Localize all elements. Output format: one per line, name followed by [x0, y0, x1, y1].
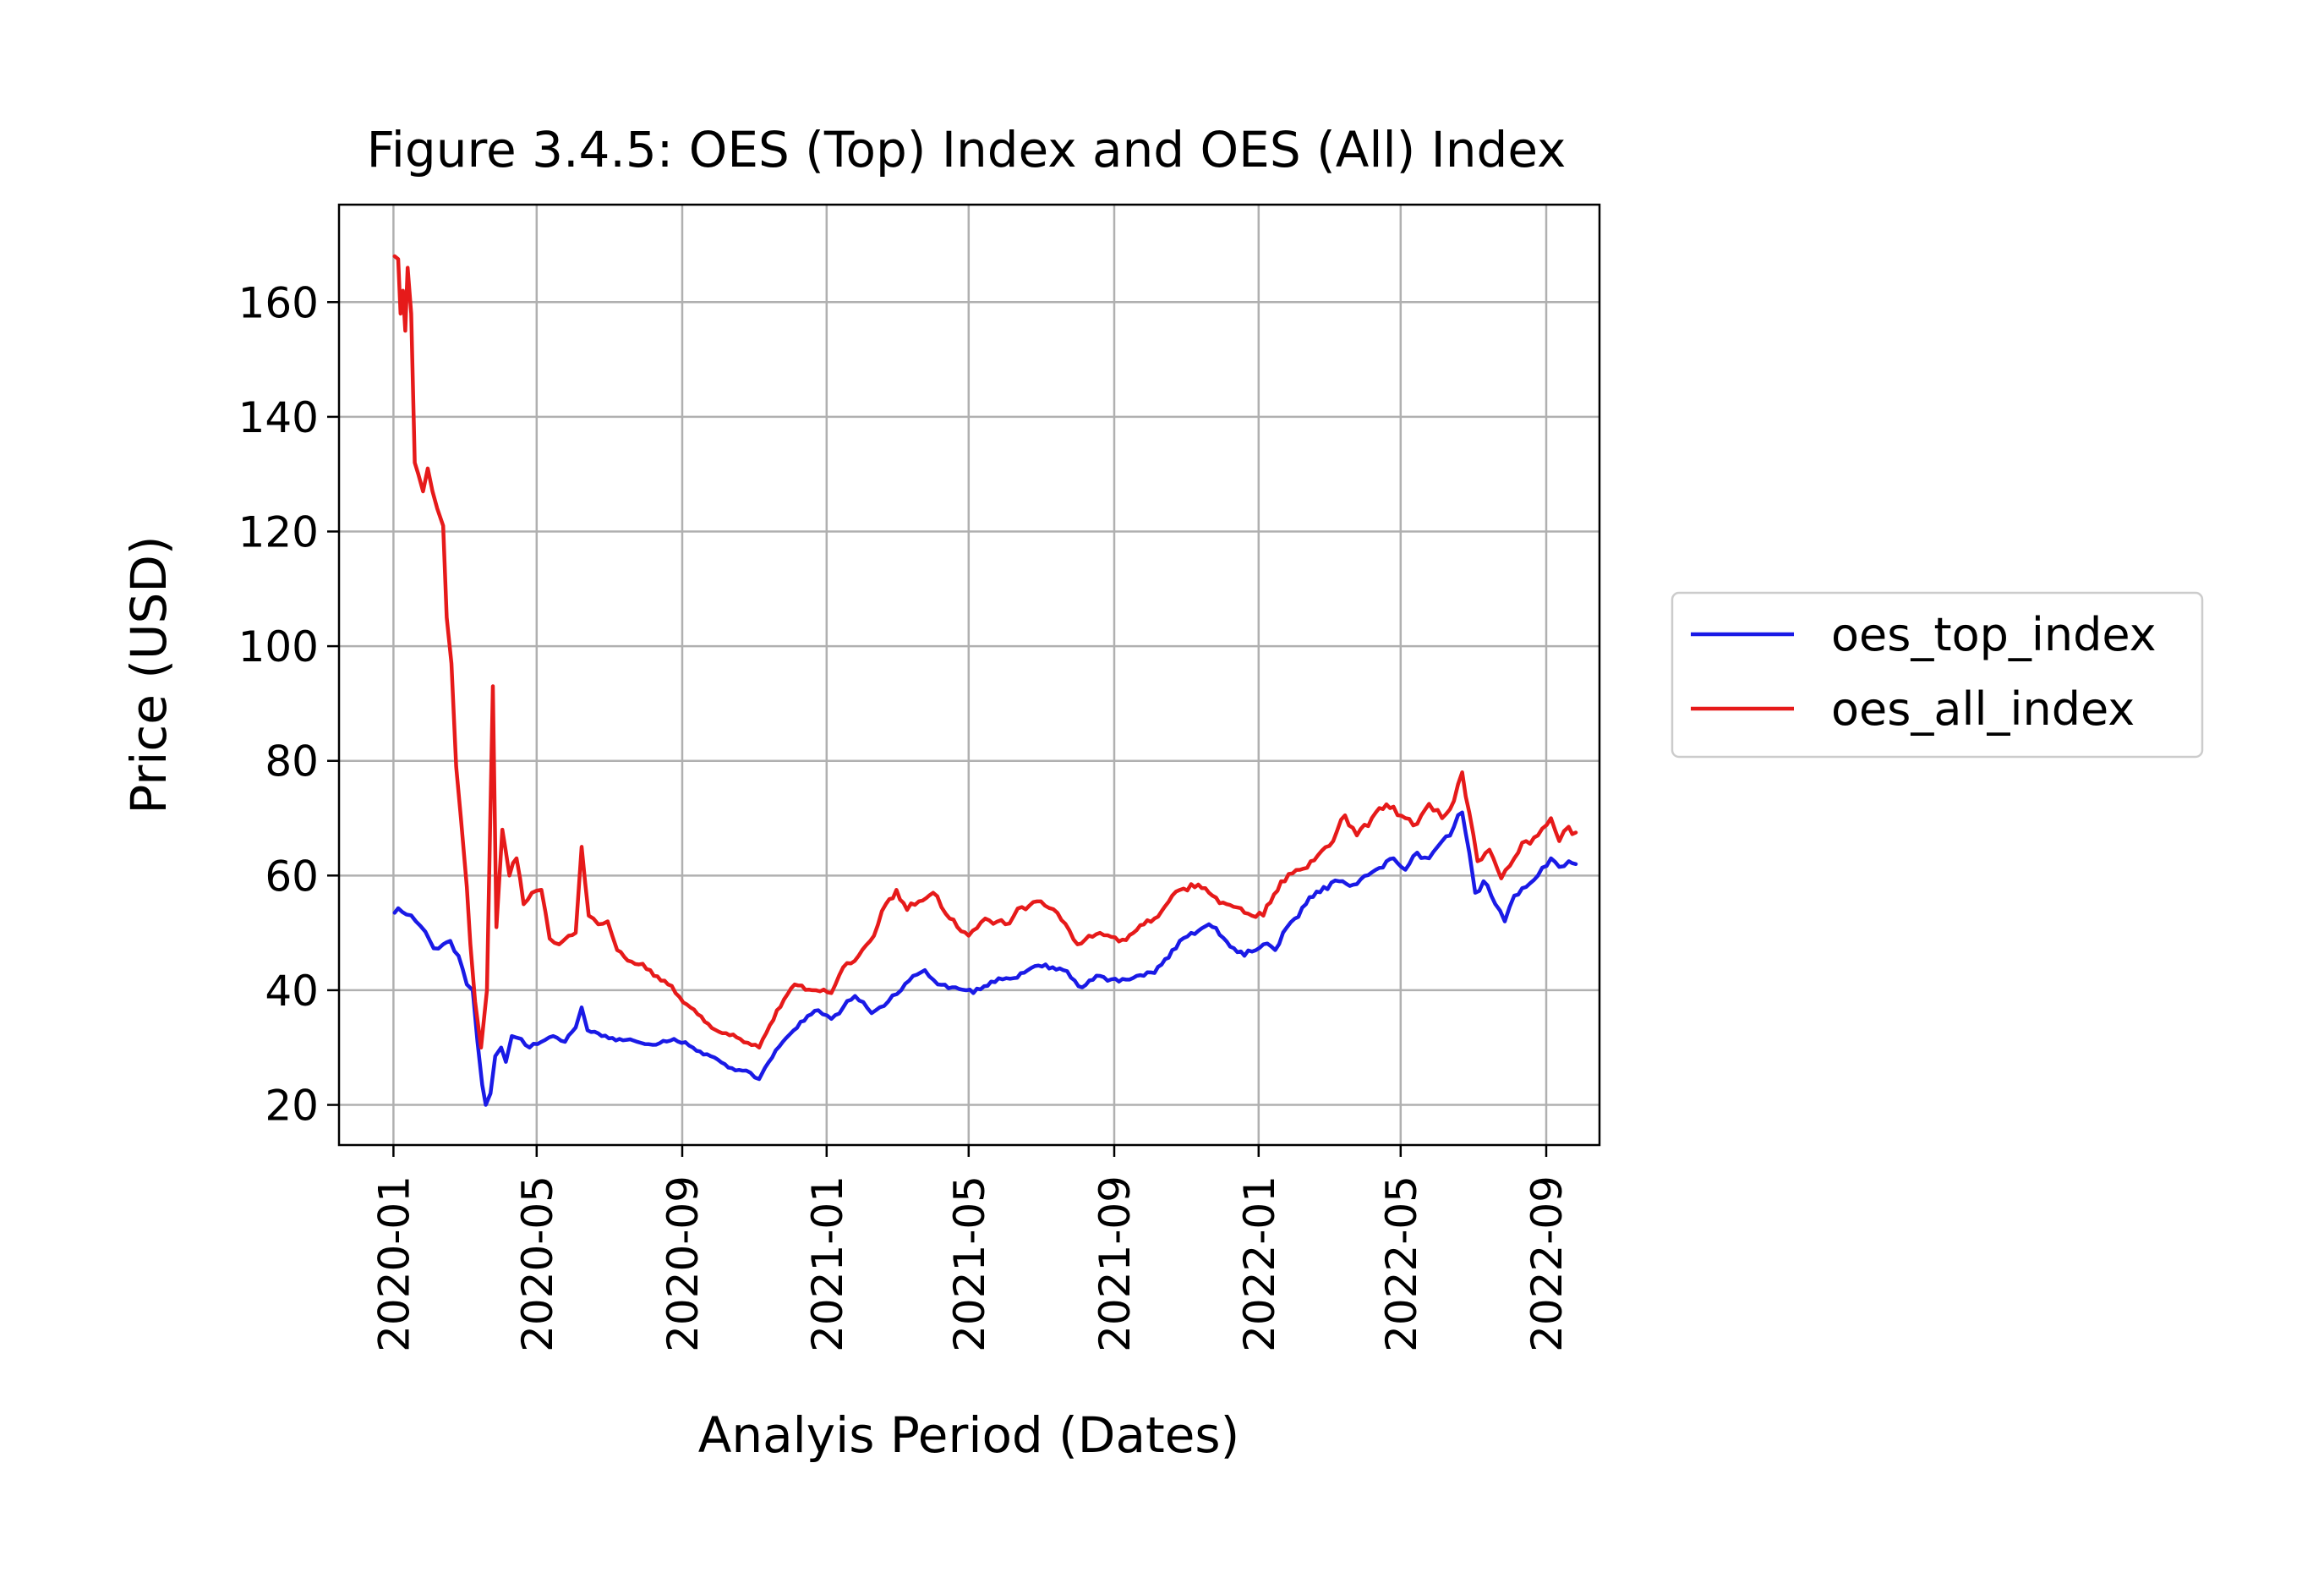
chart-title: Figure 3.4.5: OES (Top) Index and OES (A…: [367, 121, 1567, 178]
y-tick-label: 60: [265, 852, 319, 901]
x-axis-label: Analyis Period (Dates): [698, 1406, 1240, 1464]
series-lines: [392, 254, 1578, 1107]
series-line-oes-all-index: [392, 254, 1578, 1049]
y-tick-label: 140: [238, 393, 319, 442]
x-tick-label: 2022-01: [1235, 1175, 1284, 1352]
legend-label-oes-all-index: oes_all_index: [1831, 682, 2135, 736]
x-tick-label: 2020-09: [659, 1175, 708, 1352]
legend: oes_top_index oes_all_index: [1671, 591, 2204, 759]
x-tick-label: 2022-05: [1377, 1175, 1426, 1352]
series-line-oes-top-index: [392, 810, 1578, 1107]
y-tick-label: 100: [238, 622, 319, 671]
x-tick-label: 2022-09: [1523, 1175, 1572, 1352]
y-tick-label: 160: [238, 278, 319, 327]
y-tick-label: 120: [238, 507, 319, 556]
legend-label-oes-top-index: oes_top_index: [1831, 608, 2157, 661]
x-tick-label: 2020-01: [369, 1175, 418, 1352]
x-tick-label: 2021-01: [803, 1175, 852, 1352]
y-tick-label: 40: [265, 967, 319, 1016]
x-tick-label: 2021-05: [945, 1175, 994, 1352]
axis-ticks: 2020-01 2020-05 2020-09 2021-01 2021-05 2021-…: [238, 278, 1572, 1352]
y-tick-label: 20: [265, 1082, 319, 1131]
y-axis-label: Price (USD): [120, 535, 178, 814]
x-tick-label: 2021-09: [1091, 1175, 1140, 1352]
legend-frame: [1671, 591, 2204, 759]
x-tick-label: 2020-05: [513, 1175, 562, 1352]
y-tick-label: 80: [265, 737, 319, 786]
grid: [339, 205, 1599, 1145]
